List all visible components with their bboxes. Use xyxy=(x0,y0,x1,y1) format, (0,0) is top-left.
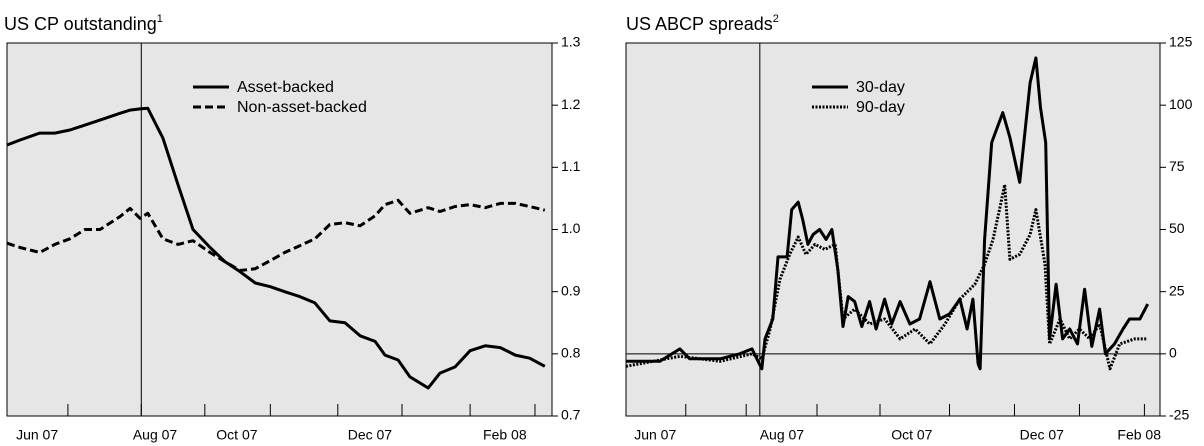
y-tick-label: 1.1 xyxy=(561,158,581,174)
y-tick-label: 1.2 xyxy=(561,96,581,112)
x-tick-label: Aug 07 xyxy=(133,427,178,443)
x-tick-label: Oct 07 xyxy=(891,427,932,443)
x-tick-label: Aug 07 xyxy=(760,427,805,443)
title-note: 1 xyxy=(157,13,163,25)
chart-title: US CP outstanding1 xyxy=(4,13,163,34)
x-tick-label: Feb 08 xyxy=(483,427,527,443)
legend-label: Asset-backed xyxy=(237,79,334,96)
y-tick-label: 100 xyxy=(1169,96,1193,112)
x-tick-label: Feb 08 xyxy=(1117,427,1161,443)
legend-label: 30-day xyxy=(856,79,905,96)
y-tick-label: 125 xyxy=(1169,34,1193,50)
y-tick-label: 25 xyxy=(1169,282,1185,298)
y-tick-label: 0 xyxy=(1169,345,1177,361)
y-tick-label: 0.7 xyxy=(561,407,581,423)
x-tick-label: Jun 07 xyxy=(634,427,676,443)
y-tick-label: 0.9 xyxy=(561,282,581,298)
series-line xyxy=(626,56,1150,371)
x-tick-label: Jun 07 xyxy=(16,427,58,443)
title-note: 2 xyxy=(773,13,779,25)
legend-label: Non-asset-backed xyxy=(237,99,367,116)
legend-label: 90-day xyxy=(856,99,905,116)
y-tick-label: 50 xyxy=(1169,220,1185,236)
y-tick-label: 75 xyxy=(1169,158,1185,174)
y-tick-label: 1.3 xyxy=(561,34,581,50)
y-tick-label: 0.8 xyxy=(561,345,581,361)
series-line xyxy=(6,106,546,390)
x-tick-label: Dec 07 xyxy=(348,427,393,443)
title-text: US CP outstanding xyxy=(4,14,157,34)
plot-border xyxy=(625,42,1161,417)
series-line xyxy=(6,198,546,272)
x-tick-label: Dec 07 xyxy=(1020,427,1065,443)
title-text: US ABCP spreads xyxy=(626,14,773,34)
y-tick-label: -25 xyxy=(1169,407,1189,423)
chart-title: US ABCP spreads2 xyxy=(626,13,779,34)
y-tick-label: 1.0 xyxy=(561,220,581,236)
plot-border xyxy=(6,42,553,417)
series-line xyxy=(625,183,1148,371)
x-tick-label: Oct 07 xyxy=(216,427,257,443)
